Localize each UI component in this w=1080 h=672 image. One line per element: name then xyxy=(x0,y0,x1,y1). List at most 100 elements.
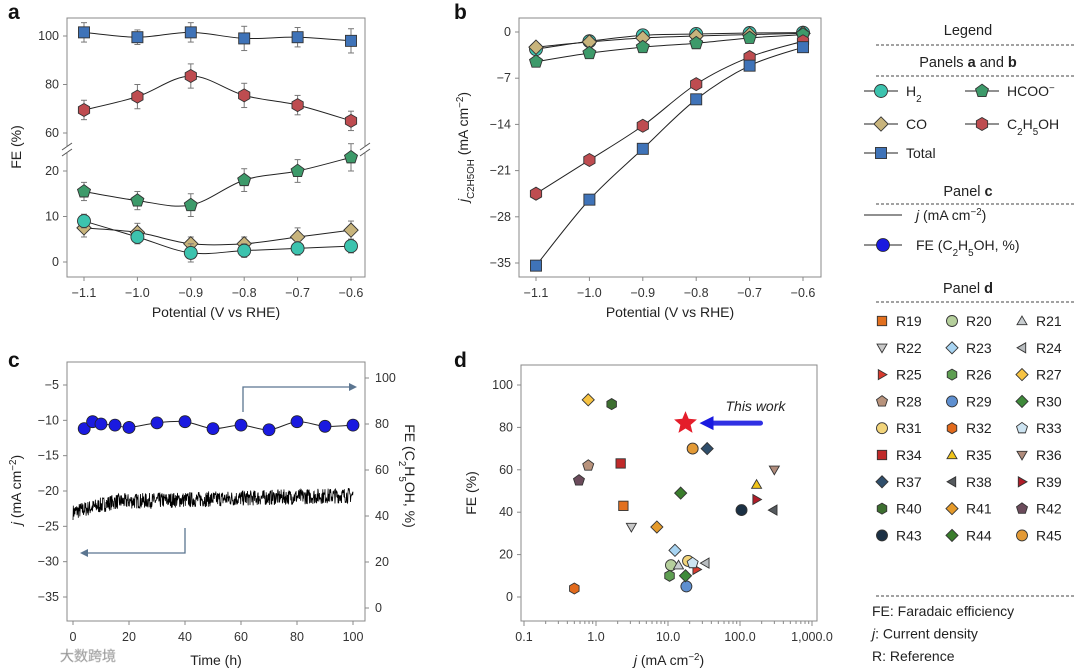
y-tick-label: 80 xyxy=(499,420,513,434)
label-part: Panels xyxy=(919,55,967,71)
y-tick-label-right: 40 xyxy=(375,509,389,523)
this-work-label: This work xyxy=(725,398,786,414)
y-tick-label: 40 xyxy=(499,505,513,519)
label-part: H xyxy=(906,83,916,99)
legend-marker-R25 xyxy=(877,368,888,381)
legend-marker-R28 xyxy=(875,395,889,407)
legend-ref-R24: R24 xyxy=(1036,340,1062,356)
label-part: j xyxy=(8,521,24,527)
axis-break-mark-left xyxy=(61,148,73,157)
y-tick-label-left: −35 xyxy=(38,590,59,604)
label-part: HCOO xyxy=(1007,83,1049,99)
panel-a-frame xyxy=(66,17,366,278)
label-part: ) xyxy=(455,92,471,97)
legend-marker-R35 xyxy=(946,449,958,460)
legend-marker-R19 xyxy=(876,315,888,327)
panel-c-frame xyxy=(66,361,366,622)
label-part: FE xyxy=(872,603,890,619)
fe-data-point xyxy=(262,423,276,437)
data-point-Total xyxy=(291,31,304,44)
x-tick-label: −1.0 xyxy=(577,286,602,300)
data-point-HCOO xyxy=(635,39,650,54)
this-work-star xyxy=(674,411,697,433)
label-part: (mA cm xyxy=(637,652,688,668)
data-point-C2H5OH xyxy=(636,118,649,133)
data-point-Total xyxy=(238,32,251,45)
legend-label-C2H5OH: C2H5OH xyxy=(1007,116,1059,138)
legend-marker-R45 xyxy=(1016,529,1028,542)
label-part: and xyxy=(976,55,1008,71)
y-axis-label: FE (%) xyxy=(463,471,479,515)
series-line-C2H5OH xyxy=(83,75,352,122)
data-point-HCOO xyxy=(290,163,305,177)
legend-marker-R43 xyxy=(876,529,888,542)
y-tick-label: 0 xyxy=(506,590,513,604)
label-part: b xyxy=(1008,55,1017,71)
y-tick-label-right: 60 xyxy=(375,463,389,477)
legend-ref-R30: R30 xyxy=(1036,393,1062,409)
x-tick-label: −0.9 xyxy=(178,286,203,300)
x-tick-label: −0.7 xyxy=(737,286,762,300)
legend-marker-R37 xyxy=(875,475,889,489)
y-tick-label: −21 xyxy=(490,164,511,178)
axis-break-mark-right xyxy=(359,142,371,151)
legend-ref-R35: R35 xyxy=(966,447,992,463)
y-tick-label: 60 xyxy=(499,463,513,477)
x-tick-label: 0.1 xyxy=(515,630,532,644)
x-tick-label: 60 xyxy=(234,630,248,644)
label-part: j xyxy=(914,207,920,223)
ref-point-R28 xyxy=(582,459,595,471)
legend-footnote: R: Reference xyxy=(872,648,955,664)
data-point-HCOO xyxy=(742,30,757,44)
label-part: (mA cm xyxy=(919,207,970,223)
data-point-H2 xyxy=(344,239,358,254)
legend-marker-R34 xyxy=(876,449,888,461)
ref-point-R36 xyxy=(768,465,781,476)
legend-marker-R32 xyxy=(946,422,958,435)
label-part: Total xyxy=(906,145,936,161)
label-part: 2 xyxy=(1017,127,1022,138)
data-point-HCOO xyxy=(343,149,359,164)
data-point-C2H5OH xyxy=(77,102,91,117)
fe-data-point xyxy=(150,416,164,430)
legend-marker-Total xyxy=(875,147,887,159)
data-point-Total xyxy=(530,259,542,272)
data-point-Total xyxy=(583,193,596,206)
panel-b-frame xyxy=(518,17,822,278)
legend-ref-R27: R27 xyxy=(1036,367,1062,383)
fe-data-point xyxy=(206,422,220,436)
y-axis-label: jC2H5OH (mA cm−2) xyxy=(455,92,477,204)
data-point-H2 xyxy=(183,245,198,260)
y-tick-label: 10 xyxy=(45,210,59,224)
legend-marker-R27 xyxy=(1015,367,1029,382)
x-tick-label: 10.0 xyxy=(656,630,680,644)
y-axis-label-right: FE (C2H5OH, %) xyxy=(397,424,419,527)
data-point-H2 xyxy=(290,241,305,256)
ref-point-R26 xyxy=(664,569,675,582)
legend-marker-R20 xyxy=(946,315,958,327)
legend-marker-R23 xyxy=(945,341,959,355)
data-point-C2H5OH xyxy=(529,186,543,201)
watermark-logo xyxy=(34,640,50,656)
ref-point-R30 xyxy=(678,569,693,583)
x-tick-label: −0.8 xyxy=(684,286,709,300)
data-point-Total xyxy=(345,34,357,47)
legend-marker-R31 xyxy=(876,422,888,435)
series-line-Total xyxy=(83,31,352,42)
series-line-CO xyxy=(83,227,352,246)
ref-point-R39 xyxy=(752,493,763,506)
legend-label-CO: CO xyxy=(906,116,927,132)
series-line-Total xyxy=(535,46,804,266)
fe-data-point xyxy=(346,418,360,432)
label-part: Panel xyxy=(943,281,984,297)
x-tick-label: 40 xyxy=(178,630,192,644)
x-tick-label: −0.6 xyxy=(791,286,816,300)
data-point-Total xyxy=(690,93,703,106)
data-point-HCOO xyxy=(183,197,198,212)
legend-title: Legend xyxy=(944,23,992,39)
ref-point-R24 xyxy=(699,557,710,569)
this-work-arrowhead xyxy=(699,416,714,431)
legend-marker-R21 xyxy=(1016,315,1028,326)
ref-point-R43 xyxy=(735,504,748,517)
